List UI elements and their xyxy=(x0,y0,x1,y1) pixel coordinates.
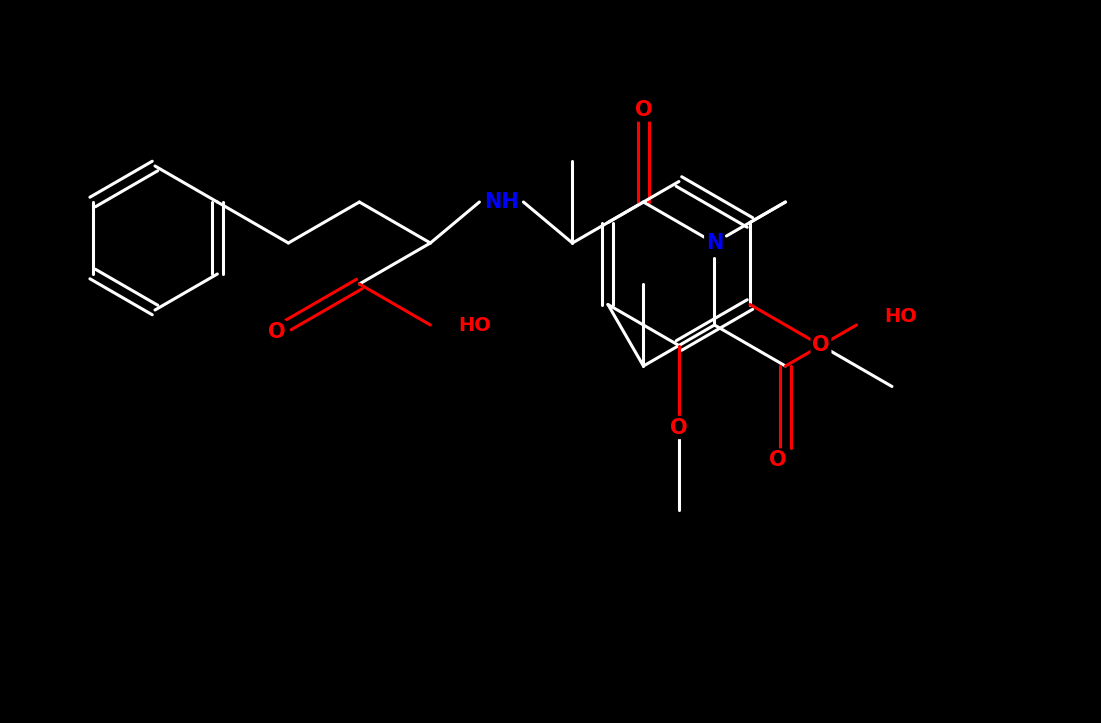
Text: HO: HO xyxy=(884,307,917,327)
Text: O: O xyxy=(768,450,786,470)
Text: HO: HO xyxy=(458,315,491,335)
Text: O: O xyxy=(268,322,285,342)
Text: O: O xyxy=(813,335,830,356)
Text: O: O xyxy=(634,100,652,120)
Text: NH: NH xyxy=(484,192,519,212)
Text: N: N xyxy=(706,233,723,253)
Text: O: O xyxy=(671,417,688,437)
